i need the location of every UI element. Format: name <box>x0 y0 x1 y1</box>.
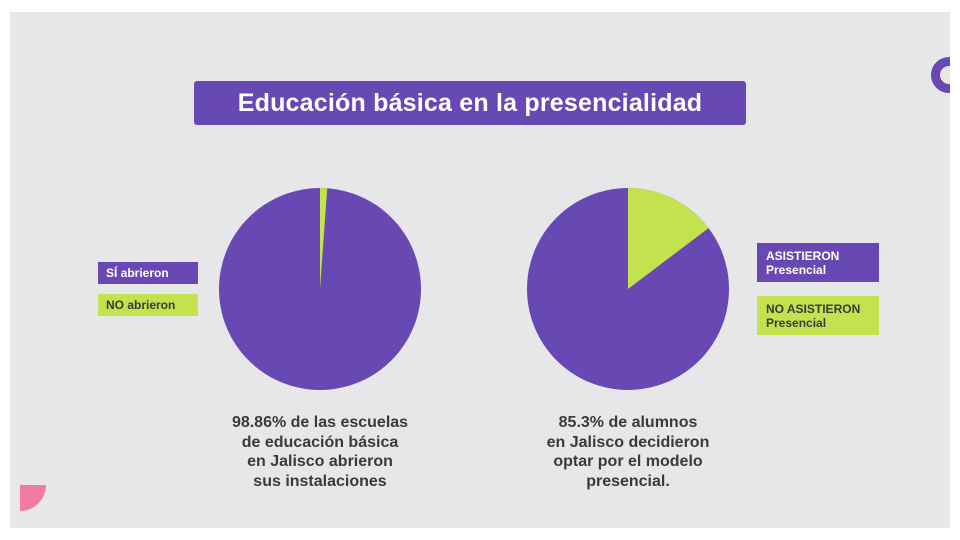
legend-item-asistieron-presencial: ASISTIERON Presencial <box>757 243 879 282</box>
pie-slice-1-1 <box>628 188 709 289</box>
legend-item-no-abrieron: NO abrieron <box>98 294 198 316</box>
chart-caption-students: 85.3% de alumnos en Jalisco decidieron o… <box>546 414 710 490</box>
decorative-quarter-circle-icon <box>20 485 46 511</box>
legend-item-no-asistieron-presencial: NO ASISTIERON Presencial <box>757 296 879 335</box>
decorative-ring-icon <box>931 57 950 93</box>
pie-chart-students-attendance <box>527 188 729 390</box>
pie-slice-0-1 <box>320 188 328 289</box>
pie-chart-schools-opened <box>219 188 421 390</box>
chart-caption-schools: 98.86% de las escuelas de educación bási… <box>231 414 409 490</box>
slide-title: Educación básica en la presencialidad <box>194 81 746 125</box>
legend-item-si-abrieron: SÍ abrieron <box>98 262 198 284</box>
